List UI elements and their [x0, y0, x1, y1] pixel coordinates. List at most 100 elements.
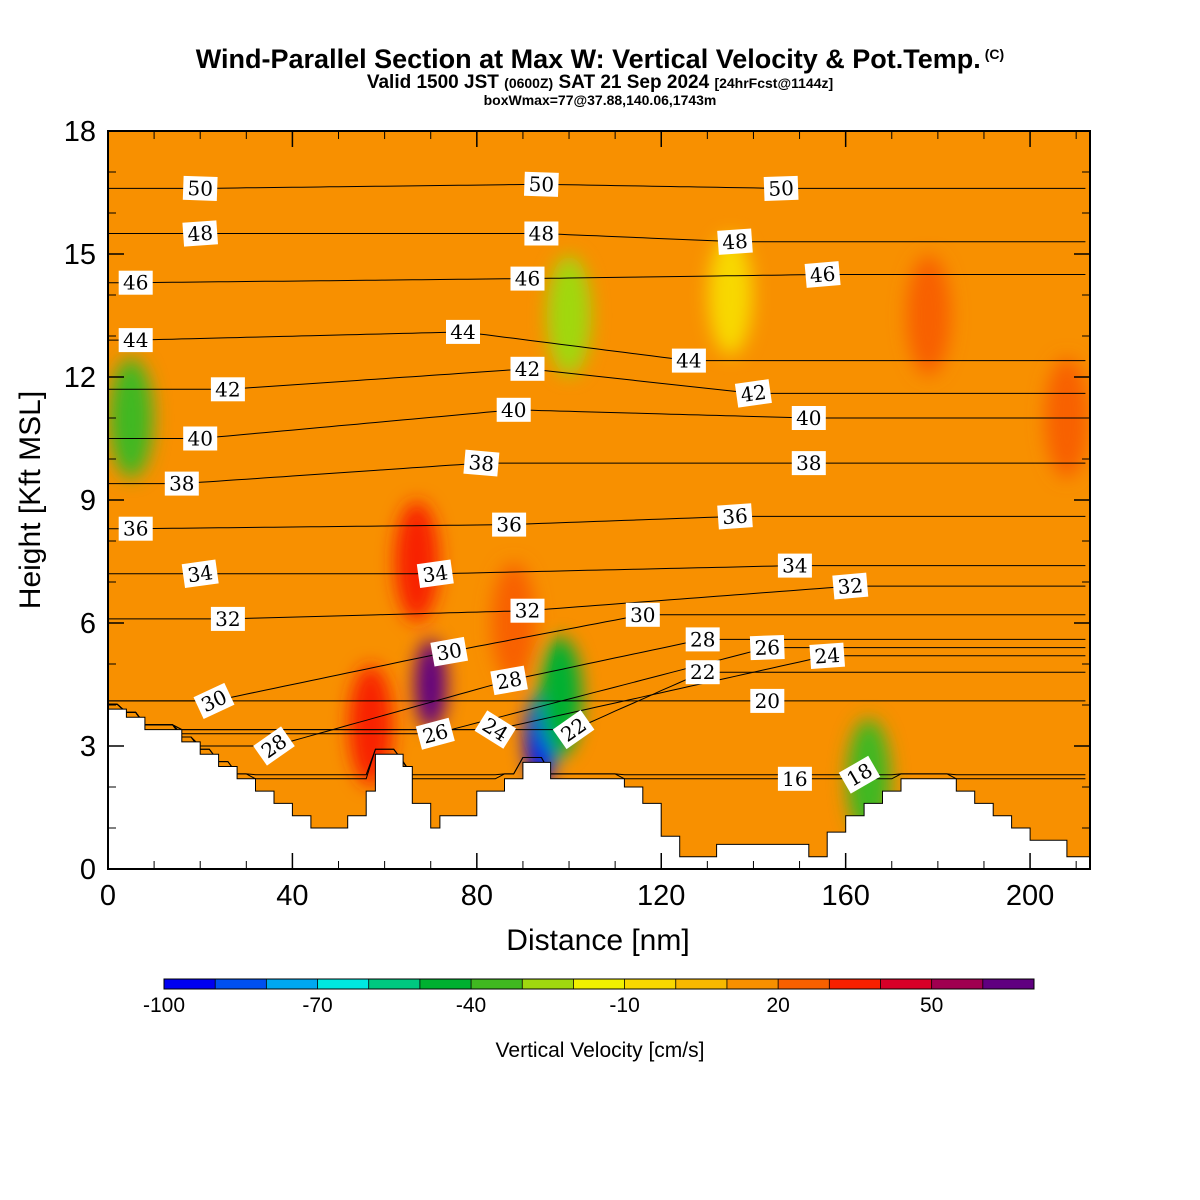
contour-label-box	[182, 220, 218, 247]
contour-label-32: 30	[625, 602, 660, 627]
contour-label-41: 22	[685, 660, 720, 685]
contour-label-text: 44	[123, 328, 148, 352]
contour-label-19: 38	[463, 449, 500, 477]
contour-label-text: 42	[515, 357, 540, 381]
contour-label-25: 34	[416, 559, 454, 589]
contour-label-box	[838, 755, 881, 794]
contour-label-7: 46	[510, 266, 545, 291]
theta-contour-36	[108, 515, 1086, 530]
x-tick-label: 160	[821, 880, 869, 912]
contour-label-3: 48	[182, 220, 218, 247]
theta-contour-38	[108, 462, 1086, 485]
colorbar-swatch	[266, 979, 319, 989]
colorbar-swatch	[215, 979, 267, 989]
contour-label-text: 48	[187, 221, 214, 247]
contour-label-box	[804, 261, 841, 288]
contour-label-text: 48	[721, 229, 748, 255]
x-tick-label: 200	[1006, 880, 1054, 912]
field-blobs	[109, 235, 1089, 839]
contour-label-14: 42	[734, 379, 772, 408]
theta-contour-44	[108, 331, 1086, 362]
contour-label-text: 40	[187, 427, 212, 451]
contour-label-text: 50	[768, 176, 794, 201]
contour-label-box	[791, 406, 826, 430]
velocity-feature-10	[906, 255, 951, 376]
contour-label-box	[717, 503, 753, 530]
contour-label-text: 38	[796, 451, 821, 475]
colorbar-swatch	[368, 979, 421, 989]
contour-label-box	[523, 171, 559, 197]
contour-label-text: 44	[450, 320, 475, 344]
contour-label-box	[750, 688, 785, 713]
contour-label-18: 38	[164, 471, 199, 496]
colorbar-swatch	[726, 979, 779, 989]
contour-label-box	[490, 665, 528, 696]
chart-box-info: boxWmax=77@37.88,140.06,1743m	[483, 92, 717, 108]
contour-label-text: 40	[796, 406, 821, 430]
contour-label-text: 24	[814, 643, 841, 669]
contour-label-1: 50	[523, 171, 559, 197]
theta-contour-30	[108, 614, 1086, 702]
contour-label-box	[182, 175, 218, 201]
contour-label-text: 32	[515, 599, 540, 623]
x-tick-label: 0	[100, 880, 116, 912]
contour-label-box	[118, 516, 153, 541]
x-tick-label: 120	[637, 880, 685, 912]
contour-label-37: 26	[749, 635, 785, 661]
colorbar-swatch	[522, 979, 574, 989]
y-tick-label: 18	[64, 116, 96, 148]
contour-label-44: 16	[777, 766, 812, 791]
contour-label-box	[685, 627, 720, 652]
contour-label-9: 44	[118, 328, 153, 353]
colorbar-swatch	[931, 979, 984, 989]
contour-label-text: 38	[169, 472, 194, 496]
contour-label-box	[809, 642, 845, 669]
theta-contour-40	[108, 409, 1086, 439]
contour-label-box	[474, 710, 517, 749]
theta-contour-46	[108, 274, 1086, 284]
colorbar-swatch	[164, 979, 216, 989]
contour-label-42: 20	[750, 688, 785, 713]
contour-label-box	[625, 602, 660, 627]
contour-label-39: 24	[809, 642, 845, 669]
contour-label-box	[183, 426, 218, 451]
contour-label-box	[118, 270, 153, 295]
contour-label-box	[253, 726, 295, 766]
contour-label-0: 50	[182, 175, 218, 201]
contour-label-22: 36	[492, 512, 527, 537]
contour-label-4: 48	[524, 221, 559, 246]
contour-label-box	[210, 606, 245, 631]
colorbar-swatch	[675, 979, 728, 989]
contour-label-box	[791, 451, 826, 476]
contour-label-box	[446, 319, 480, 344]
contour-label-text: 50	[187, 176, 213, 201]
colorbar-tick-label: 50	[920, 994, 943, 1017]
contour-label-box	[524, 221, 559, 246]
contour-label-box	[763, 175, 799, 201]
contour-label-6: 46	[118, 270, 153, 295]
contour-label-text: 42	[739, 380, 768, 407]
theta-contour-50	[108, 183, 1086, 189]
contour-label-box	[492, 512, 527, 537]
contour-label-27: 32	[210, 606, 245, 631]
velocity-feature-1	[394, 501, 439, 622]
contour-label-16: 40	[496, 397, 531, 422]
contour-label-text: 32	[837, 573, 864, 599]
colorbar-swatch	[471, 979, 523, 989]
contour-label-text: 48	[529, 222, 554, 246]
contour-label-13: 42	[510, 356, 545, 381]
contour-label-box	[671, 348, 706, 373]
contour-label-box	[118, 328, 153, 353]
theta-contour-32	[108, 585, 1086, 620]
contour-label-34: 28	[490, 665, 528, 696]
contour-label-box	[510, 356, 545, 381]
y-tick-label: 9	[80, 485, 96, 517]
colorbar-tick-label: -100	[143, 994, 185, 1017]
y-axis-title: Height [Kft MSL]	[14, 391, 47, 609]
contour-label-12: 42	[210, 377, 245, 402]
contour-label-text: 36	[721, 504, 748, 530]
contour-label-24: 34	[181, 559, 219, 589]
colorbar-swatch	[880, 979, 933, 989]
